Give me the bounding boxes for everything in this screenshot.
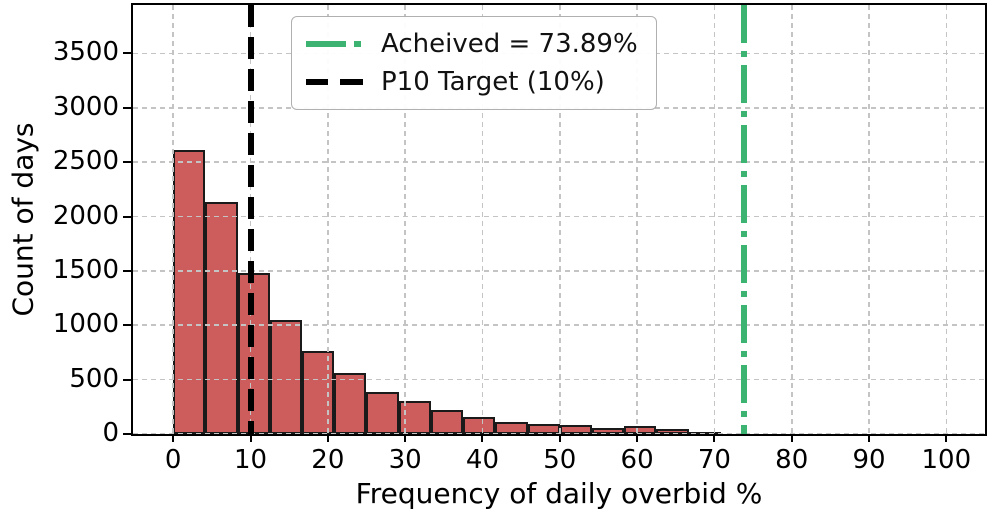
y-axis-label-wrap: Count of days (0, 3, 46, 436)
vertical-gridline (558, 5, 561, 434)
x-tick-mark (945, 434, 948, 442)
histogram-bar (430, 409, 464, 434)
histogram-bar (173, 150, 206, 434)
x-tick-label: 20 (311, 445, 345, 475)
x-axis-label: Frequency of daily overbid % (355, 477, 763, 510)
histogram-bar (269, 319, 303, 434)
histogram-bar (463, 417, 496, 434)
x-tick-mark (868, 434, 871, 442)
histogram-bar (366, 392, 399, 434)
vertical-gridline (945, 5, 948, 434)
y-tick-label: 1500 (52, 254, 119, 285)
y-tick-label: 2500 (52, 146, 119, 177)
x-tick-mark (558, 434, 561, 442)
y-tick-label: 0 (102, 418, 119, 448)
x-tick-mark (326, 434, 329, 442)
vertical-gridline (481, 5, 484, 434)
y-tick-mark (123, 106, 131, 109)
legend-row-achieved: Acheived = 73.89% (306, 25, 638, 63)
x-tick-label: 10 (233, 445, 268, 475)
y-axis-label: Count of days (6, 122, 40, 317)
x-tick-label: 100 (921, 445, 972, 475)
horizontal-gridline (133, 270, 985, 272)
legend-row-target: P10 Target (10%) (306, 63, 638, 101)
y-tick-mark (123, 269, 131, 272)
vertical-gridline (636, 5, 638, 434)
histogram-bar (591, 428, 625, 434)
y-tick-label: 500 (69, 363, 119, 394)
histogram-bar (656, 429, 689, 434)
x-tick-label: 0 (164, 445, 182, 475)
y-tick-mark (123, 52, 131, 55)
x-tick-mark (172, 434, 175, 442)
x-tick-label: 50 (543, 445, 577, 475)
x-tick-mark (481, 434, 484, 442)
x-tick-label: 70 (697, 445, 731, 475)
horizontal-gridline (133, 433, 985, 434)
x-tick-label: 90 (852, 445, 886, 475)
histogram-bar (205, 201, 238, 434)
vertical-gridline (172, 5, 174, 434)
x-tick-label: 30 (388, 445, 422, 475)
x-tick-label: 40 (465, 445, 499, 475)
histogram-bar (495, 422, 528, 434)
histogram-bar (334, 373, 367, 434)
x-tick-label: 80 (775, 445, 809, 475)
histogram-bar (624, 426, 657, 434)
y-tick-mark (123, 215, 131, 218)
horizontal-gridline (133, 378, 985, 381)
target-line (247, 5, 254, 434)
vertical-gridline (790, 5, 793, 434)
horizontal-gridline (133, 215, 985, 218)
y-tick-mark (123, 161, 131, 164)
y-tick-label: 2000 (52, 200, 119, 231)
legend-label-target: P10 Target (10%) (381, 67, 605, 97)
achieved-line (741, 5, 748, 434)
histogram-bar (527, 423, 560, 434)
y-tick-mark (123, 324, 131, 327)
y-tick-label: 3500 (52, 37, 119, 68)
achieved-line-sample-icon (306, 41, 363, 47)
x-tick-label: 60 (620, 445, 654, 475)
x-tick-mark (404, 434, 407, 442)
vertical-gridline (327, 5, 329, 434)
vertical-gridline (404, 5, 406, 434)
y-tick-mark (123, 378, 131, 381)
vertical-gridline (868, 5, 870, 434)
vertical-gridline (713, 5, 716, 434)
x-tick-mark (713, 434, 716, 442)
histogram-bar (398, 401, 431, 434)
x-tick-mark (249, 434, 252, 442)
horizontal-gridline (133, 324, 985, 327)
histogram-bar (302, 350, 335, 434)
x-tick-mark (636, 434, 639, 442)
y-tick-label: 3000 (52, 91, 119, 122)
histogram-bar (559, 425, 592, 434)
histogram-bar (237, 273, 270, 434)
horizontal-gridline (133, 161, 985, 163)
x-tick-mark (790, 434, 793, 442)
y-tick-label: 1000 (52, 309, 119, 340)
y-tick-mark (123, 433, 131, 435)
legend: Acheived = 73.89% P10 Target (10%) (291, 16, 657, 110)
target-line-sample-icon (306, 79, 363, 85)
legend-label-achieved: Acheived = 73.89% (381, 29, 638, 59)
